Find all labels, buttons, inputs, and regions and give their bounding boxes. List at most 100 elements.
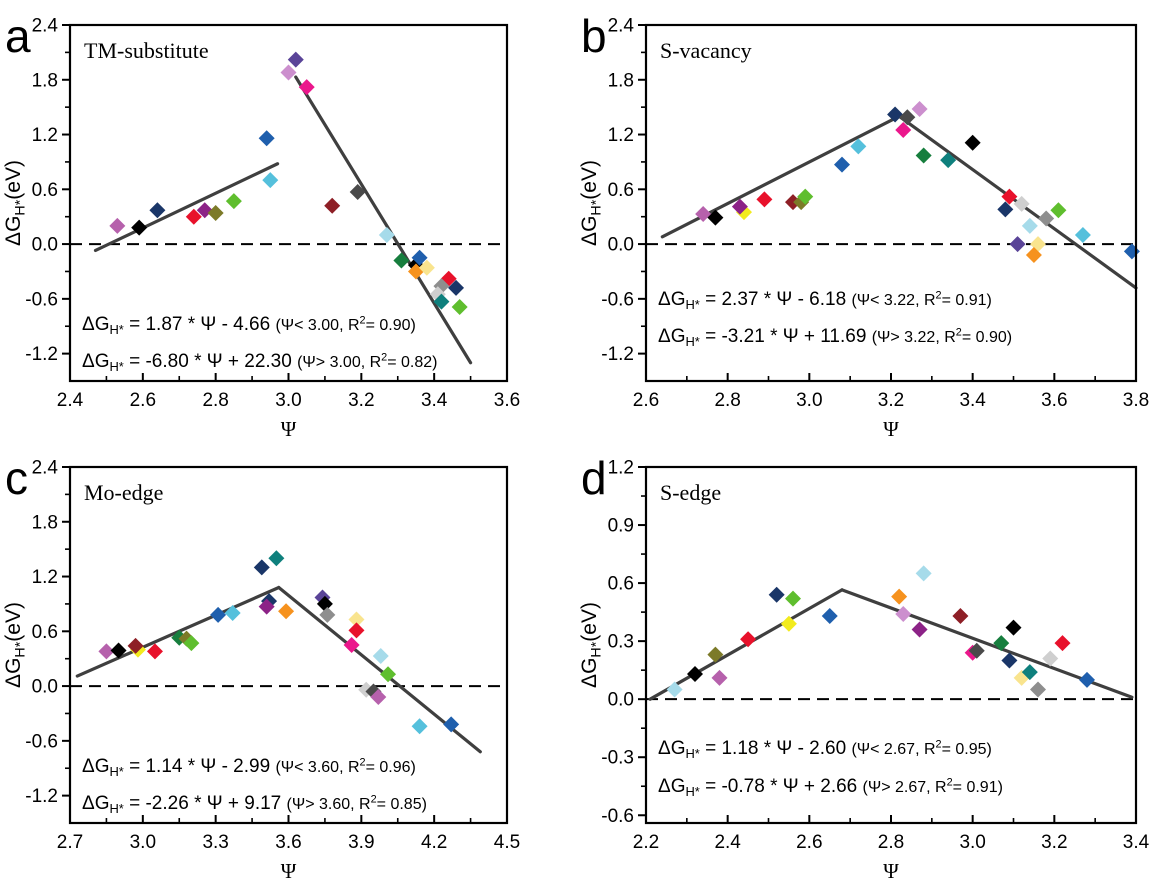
x-axis-tick-label: 2.7 <box>57 832 83 853</box>
data-point <box>785 194 801 211</box>
y-axis-tick-label: 0.0 <box>32 235 58 256</box>
data-point <box>258 598 275 615</box>
y-axis-tick-label: 1.2 <box>608 125 634 146</box>
data-point <box>298 79 315 96</box>
x-axis-tick-label: 3.9 <box>348 832 374 853</box>
data-point <box>915 147 932 164</box>
panel-letter: c <box>5 452 28 504</box>
x-axis-tick-label: 3.2 <box>1041 832 1067 853</box>
panel-title: TM-substitute <box>84 38 209 63</box>
data-point <box>899 109 916 126</box>
x-axis-tick-label: 3.4 <box>1123 832 1150 853</box>
y-axis-tick-label: 0.6 <box>32 180 58 201</box>
y-axis-tick-label: 1.8 <box>32 512 58 533</box>
data-point <box>695 205 712 222</box>
data-point <box>98 643 115 660</box>
x-axis-tick-label: 2.6 <box>130 390 156 411</box>
x-axis-tick-label: 3.4 <box>421 390 448 411</box>
data-point <box>258 130 275 147</box>
data-point <box>207 205 224 222</box>
data-point <box>380 666 397 683</box>
data-point <box>1079 671 1095 688</box>
y-axis-label: ΔGH*(eV) <box>2 602 29 688</box>
x-axis-tick-label: 2.8 <box>714 390 740 411</box>
x-axis-tick-label: 3.4 <box>959 390 986 411</box>
data-point <box>1025 247 1042 264</box>
chart-svg: 2.7 3.0 3.3 3.6 3.9 4.2 4.5 -1.2 -0.6 0.0 0.6 1.2 1.… <box>2 452 520 883</box>
data-point <box>1013 195 1030 212</box>
y-axis-tick-label: 1.8 <box>608 70 634 91</box>
data-point <box>740 631 757 648</box>
fit-line-segment <box>294 75 473 365</box>
data-point <box>210 606 227 623</box>
data-point <box>185 208 202 225</box>
y-axis-tick-label: -0.3 <box>601 748 634 769</box>
panel-letter: d <box>581 452 607 504</box>
data-point <box>797 188 814 205</box>
data-point <box>666 681 683 698</box>
equation-line-2: ΔGH* = -0.78 * Ψ + 2.66 (Ψ> 2.67, R2= 0.… <box>658 776 1003 799</box>
data-point <box>146 643 163 660</box>
equation-line-2: ΔGH* = -6.80 * Ψ + 22.30 (Ψ> 3.00, R2= 0… <box>82 351 438 374</box>
panel-title: S-edge <box>660 480 721 505</box>
data-point <box>224 605 241 622</box>
x-axis-tick-label: 3.3 <box>202 832 228 853</box>
y-axis-tick-label: 1.2 <box>32 567 58 588</box>
x-axis-tick-label: 3.6 <box>275 832 301 853</box>
panel-c-mo-edge: 2.7 3.0 3.3 3.6 3.9 4.2 4.5 -1.2 -0.6 0.0 0.6 1.2 1.… <box>0 442 576 885</box>
x-axis-label: Ψ <box>883 417 899 441</box>
data-point <box>887 106 904 123</box>
y-axis-tick-label: 0.9 <box>608 516 634 537</box>
data-point <box>911 100 928 117</box>
data-point <box>411 249 428 266</box>
panel-a-tm-substitute: 2.4 2.6 2.8 3.0 3.2 3.4 3.6 -1.2 -0.6 0.0 0.6 1.2 1.… <box>0 0 576 442</box>
fit-line-segment <box>93 162 280 253</box>
data-point <box>911 621 928 638</box>
data-point <box>109 217 126 234</box>
data-point <box>940 152 957 169</box>
y-axis-tick-label: 2.4 <box>32 458 59 479</box>
data-point <box>183 635 200 652</box>
y-axis-tick-label: 0.6 <box>32 622 58 643</box>
panel-b-s-vacancy: 2.6 2.8 3.0 3.2 3.4 3.6 3.8 -1.2 -0.6 0.0 0.6 1.2 1.… <box>576 0 1151 442</box>
x-axis-tick-label: 3.6 <box>494 390 520 411</box>
x-axis-tick-label: 3.0 <box>959 832 985 853</box>
equation-line-1: ΔGH* = 1.87 * Ψ - 4.66 (Ψ< 3.00, R2= 0.9… <box>82 314 416 337</box>
data-point <box>1054 635 1071 652</box>
data-point <box>280 64 297 81</box>
data-point <box>1074 226 1091 243</box>
x-axis-tick-label: 3.0 <box>130 832 156 853</box>
panel-title: Mo-edge <box>84 480 163 505</box>
data-point <box>1005 619 1022 636</box>
y-axis-tick-label: -0.6 <box>601 806 634 827</box>
data-point <box>448 279 465 296</box>
y-axis-tick-label: 1.2 <box>32 125 58 146</box>
equation-line-1: ΔGH* = 2.37 * Ψ - 6.18 (Ψ< 3.22, R2= 0.9… <box>658 289 992 312</box>
y-axis-tick-label: 1.8 <box>32 70 58 91</box>
data-point <box>319 606 336 623</box>
data-point <box>993 635 1010 652</box>
data-point <box>1021 664 1038 681</box>
data-point <box>1009 236 1026 253</box>
panel-title: S-vacancy <box>660 38 752 63</box>
data-point <box>785 590 801 607</box>
y-axis-label: ΔGH*(eV) <box>578 160 605 246</box>
data-point <box>278 603 295 620</box>
panel-letter: b <box>581 10 607 62</box>
y-axis-label: ΔGH*(eV) <box>578 602 605 688</box>
data-point <box>707 209 724 226</box>
equation-line-2: ΔGH* = -3.21 * Ψ + 11.69 (Ψ> 3.22, R2= 0… <box>658 326 1012 349</box>
data-point <box>1021 217 1038 234</box>
x-axis-tick-label: 3.0 <box>796 390 822 411</box>
data-point <box>850 138 867 155</box>
y-axis-tick-label: 0.3 <box>608 632 634 653</box>
data-point <box>1123 243 1140 260</box>
data-point <box>915 565 932 582</box>
y-axis-label: ΔGH*(eV) <box>2 160 29 246</box>
data-point <box>372 647 389 664</box>
data-point <box>756 191 773 208</box>
chart-svg: 2.4 2.6 2.8 3.0 3.2 3.4 3.6 -1.2 -0.6 0.0 0.6 1.2 1.… <box>2 10 520 441</box>
data-point <box>1050 202 1067 219</box>
x-axis-label: Ψ <box>883 859 899 883</box>
